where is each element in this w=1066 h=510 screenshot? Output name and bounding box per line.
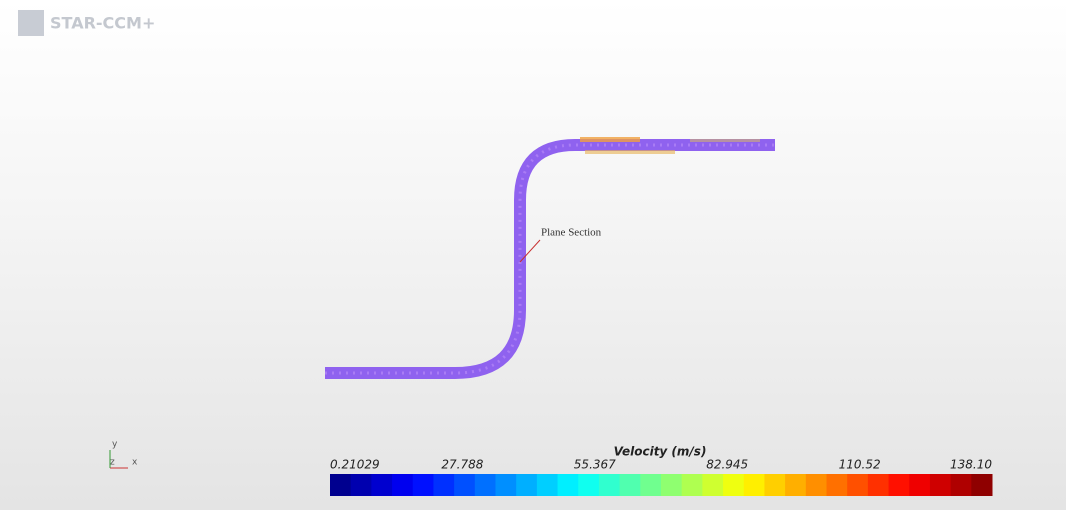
colorbar-segment <box>702 474 723 496</box>
colorbar-segment <box>744 474 765 496</box>
colorbar-tick-label: 0.21029 <box>330 458 380 472</box>
scene: STAR-CCM+ Plane Section x y z Velocity (… <box>0 0 1066 510</box>
colorbar-segment <box>351 474 372 496</box>
colorbar-segment <box>909 474 930 496</box>
colorbar-segment <box>599 474 620 496</box>
colorbar-segment <box>433 474 454 496</box>
triad-label: y <box>112 440 118 450</box>
colorbar-ticks: 0.21029 27.788 55.367 82.945 110.52 138.10 <box>330 458 992 472</box>
annotation: Plane Section <box>541 227 602 239</box>
pipe <box>325 145 775 373</box>
colorbar-segment <box>889 474 910 496</box>
colorbar-segment <box>971 474 992 496</box>
colorbar-segment <box>392 474 413 496</box>
high-velocity-spot <box>580 137 640 142</box>
colorbar-tick-label: 27.788 <box>441 458 483 472</box>
high-velocity-spot <box>690 139 760 142</box>
colorbar-segment <box>847 474 868 496</box>
colorbar-segment <box>764 474 785 496</box>
colorbar-tick-label: 82.945 <box>706 458 748 472</box>
colorbar-segment <box>537 474 558 496</box>
colorbar-segment <box>868 474 889 496</box>
colorbar-segment <box>930 474 951 496</box>
colorbar-segment <box>330 474 351 496</box>
colorbar-segment <box>951 474 972 496</box>
viewport: STAR-CCM+ Plane Section x y z Velocity (… <box>0 0 1066 510</box>
colorbar-segment <box>558 474 579 496</box>
colorbar-segment <box>620 474 641 496</box>
colorbar-segment <box>640 474 661 496</box>
colorbar-segment <box>661 474 682 496</box>
colorbar-segment <box>785 474 806 496</box>
colorbar-tick-label: 55.367 <box>574 458 616 472</box>
pipe-texture <box>325 145 775 373</box>
triad-label: x <box>132 458 138 468</box>
colorbar-segment <box>806 474 827 496</box>
colorbar-segment <box>516 474 537 496</box>
colorbar-tick-label: 138.10 <box>950 458 992 472</box>
high-velocity-spot <box>585 150 675 154</box>
colorbar-segment <box>454 474 475 496</box>
colorbar <box>330 474 993 496</box>
colorbar-segment <box>371 474 392 496</box>
colorbar-segment <box>723 474 744 496</box>
colorbar-segment <box>475 474 496 496</box>
colorbar-segment <box>496 474 517 496</box>
colorbar-tick-label: 110.52 <box>839 458 881 472</box>
logo-text: STAR-CCM+ <box>50 14 155 33</box>
colorbar-title: Velocity (m/s) <box>614 445 707 459</box>
logo-icon <box>18 10 44 36</box>
triad-label: z <box>110 458 115 468</box>
colorbar-segment <box>413 474 434 496</box>
colorbar-segment <box>682 474 703 496</box>
colorbar-segment <box>578 474 599 496</box>
colorbar-segment <box>827 474 848 496</box>
